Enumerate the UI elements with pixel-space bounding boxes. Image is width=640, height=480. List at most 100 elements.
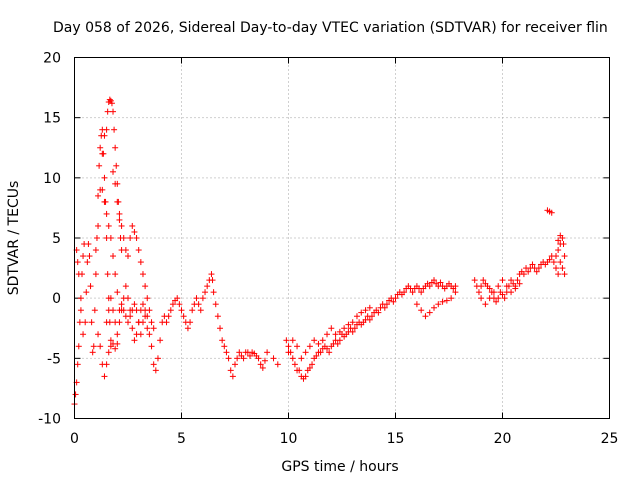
data-point: [351, 325, 358, 332]
data-point: [291, 361, 298, 368]
data-point: [559, 265, 566, 272]
data-point: [95, 192, 102, 199]
data-point: [259, 364, 266, 371]
data-point: [110, 253, 117, 260]
data-point: [309, 361, 316, 368]
x-tick-label: 10: [280, 431, 298, 447]
data-point: [178, 307, 185, 314]
data-point: [107, 337, 114, 344]
data-point: [317, 349, 324, 356]
data-point: [212, 301, 219, 308]
data-point: [336, 328, 343, 335]
data-point: [383, 301, 390, 308]
data-point: [111, 126, 118, 133]
data-point: [232, 361, 238, 368]
data-point: [332, 331, 339, 338]
data-point: [133, 235, 140, 241]
data-point: [118, 222, 125, 229]
x-tick-label: 5: [177, 431, 186, 447]
data-point: [114, 198, 121, 205]
data-point: [125, 295, 131, 302]
data-point: [475, 289, 482, 296]
data-point: [285, 343, 292, 350]
data-point: [366, 316, 373, 323]
data-point: [84, 259, 91, 266]
data-point: [157, 337, 164, 344]
data-point: [144, 325, 151, 332]
data-point: [180, 313, 187, 320]
data-point: [135, 319, 142, 326]
data-point: [229, 373, 236, 380]
data-point: [313, 352, 320, 359]
data-point: [413, 301, 420, 308]
data-point: [257, 361, 264, 368]
data-marks: [71, 96, 568, 408]
data-point: [137, 307, 144, 314]
data-point: [148, 319, 155, 326]
data-point: [368, 313, 375, 320]
data-point: [246, 352, 253, 359]
data-point: [120, 235, 127, 241]
data-point: [89, 349, 96, 356]
data-point: [133, 331, 140, 338]
data-point: [210, 289, 217, 296]
data-point: [503, 283, 510, 290]
data-point: [452, 289, 459, 296]
data-point: [426, 283, 433, 290]
data-point: [129, 325, 136, 332]
data-point: [289, 337, 296, 344]
data-point: [561, 253, 568, 260]
data-point: [555, 247, 562, 254]
data-point: [137, 259, 144, 266]
data-point: [219, 337, 226, 344]
data-point: [311, 337, 318, 344]
data-point: [209, 277, 216, 284]
data-point: [255, 355, 262, 362]
data-point: [99, 150, 106, 157]
data-point: [341, 325, 348, 332]
data-point: [142, 313, 149, 320]
data-point: [144, 295, 151, 302]
data-point: [127, 313, 134, 320]
data-point: [148, 343, 155, 350]
data-point: [501, 295, 508, 302]
data-point: [86, 253, 93, 260]
data-point: [101, 373, 108, 380]
data-point: [334, 340, 341, 347]
data-point: [264, 349, 271, 356]
data-point: [127, 235, 134, 241]
data-point: [548, 209, 555, 216]
data-point: [107, 235, 114, 241]
data-point: [550, 259, 557, 266]
y-tick-label: 15: [43, 111, 61, 127]
data-point: [319, 337, 326, 344]
data-point: [103, 126, 110, 133]
data-point: [90, 343, 97, 350]
data-point: [105, 222, 112, 229]
data-point: [146, 331, 153, 338]
data-point: [478, 283, 485, 290]
data-point: [95, 331, 102, 338]
data-point: [199, 295, 206, 302]
data-point: [529, 261, 536, 268]
data-point: [557, 259, 564, 266]
data-point: [154, 355, 161, 362]
data-point: [221, 343, 228, 350]
data-point: [516, 280, 523, 287]
data-point: [96, 162, 103, 169]
y-tick-label: 0: [52, 291, 61, 307]
data-point: [422, 313, 429, 320]
data-point: [557, 232, 564, 239]
data-point: [328, 325, 335, 332]
data-point: [324, 345, 331, 352]
data-point: [555, 271, 562, 278]
data-point: [486, 285, 493, 292]
data-point: [114, 289, 121, 296]
data-point: [85, 241, 92, 248]
data-point: [490, 289, 497, 296]
data-point: [116, 210, 123, 217]
data-point: [127, 307, 134, 314]
data-point: [443, 297, 450, 304]
data-point: [150, 325, 157, 332]
data-point: [223, 349, 230, 356]
